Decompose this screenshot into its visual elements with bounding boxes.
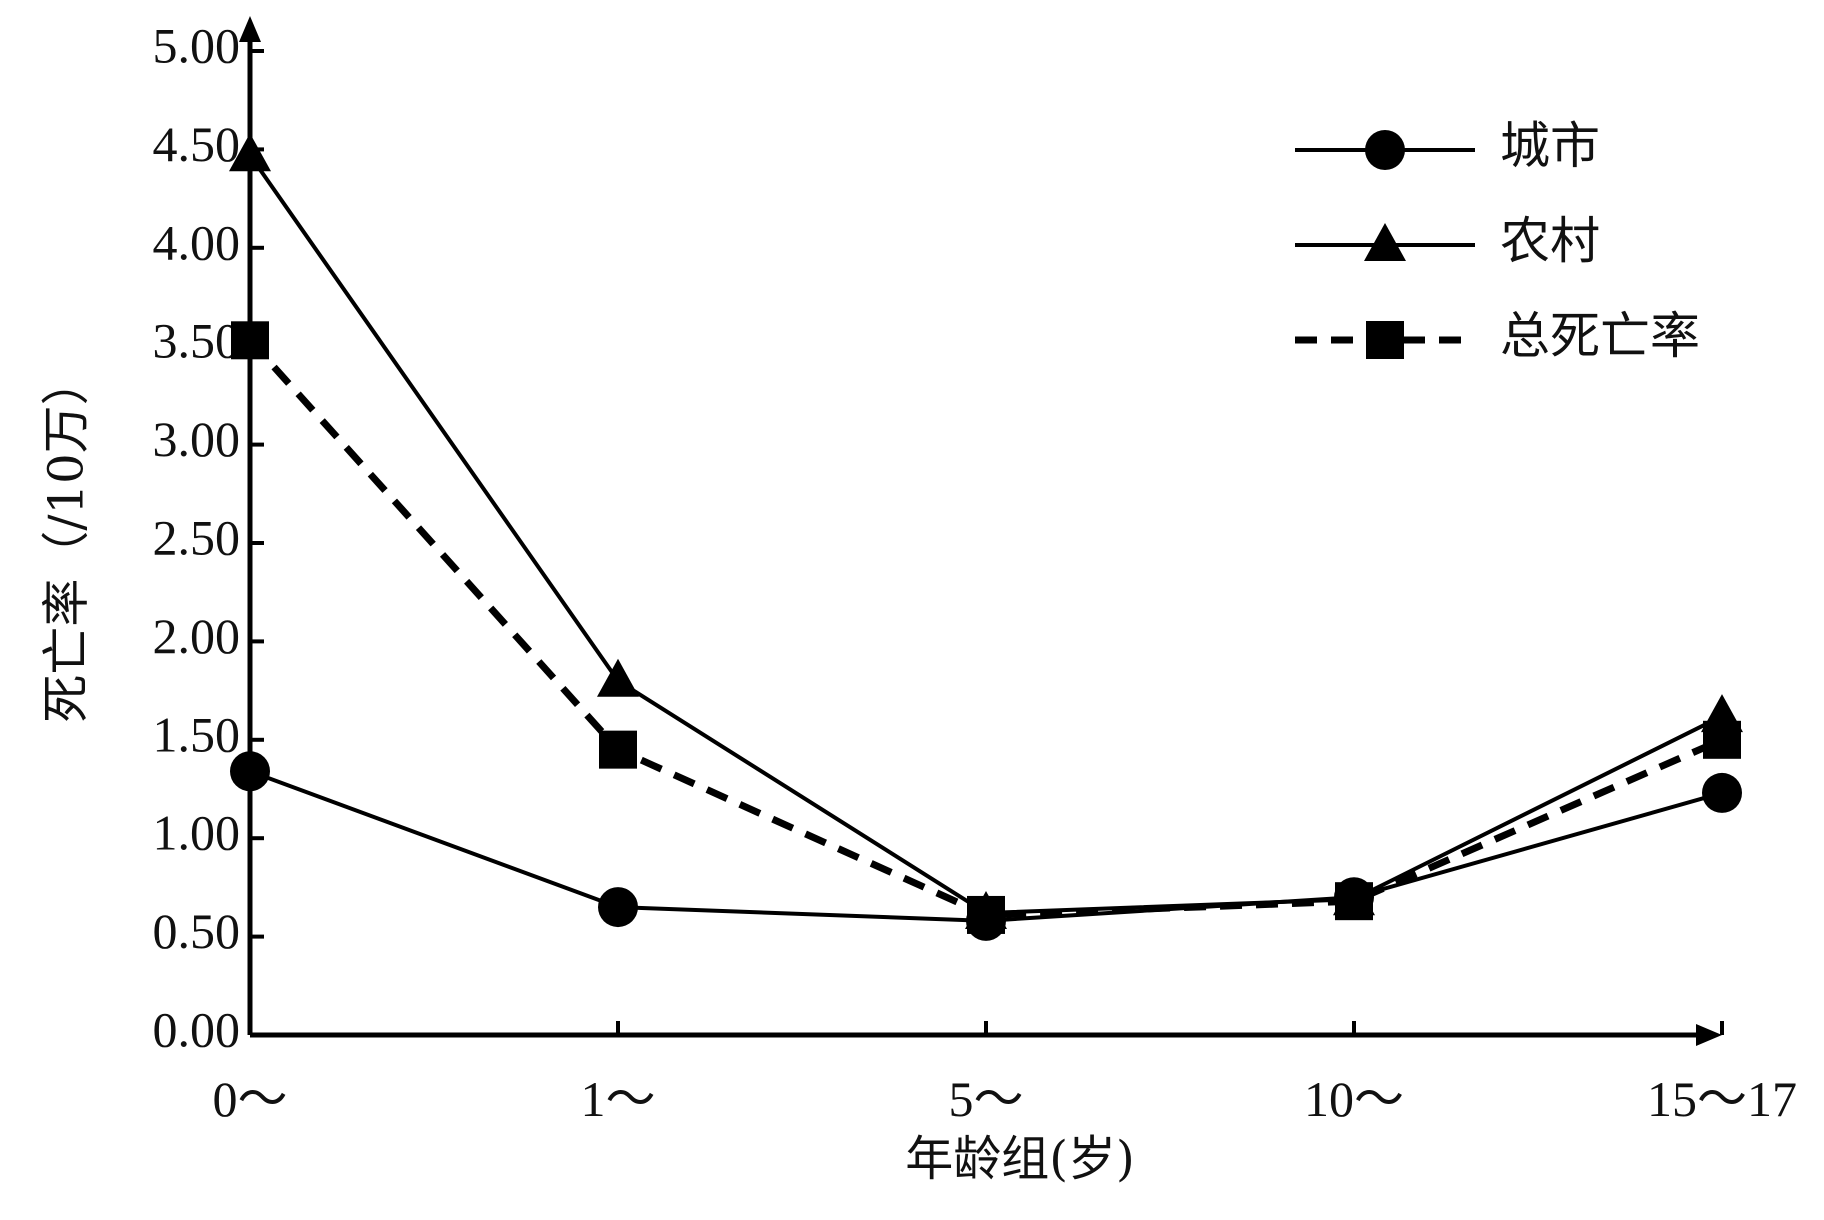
y-tick-label: 5.00 bbox=[153, 17, 241, 73]
x-axis-title: 年龄组(岁) bbox=[905, 1131, 1134, 1187]
data-point-square bbox=[967, 895, 1005, 934]
y-axis-title: 死亡率（/10万） bbox=[39, 357, 95, 722]
y-tick-label: 3.50 bbox=[153, 313, 241, 369]
legend-marker-circle bbox=[1365, 130, 1405, 170]
y-tick-label: 0.50 bbox=[153, 903, 241, 959]
y-tick-label: 4.00 bbox=[153, 214, 241, 270]
x-tick-label: 10～ bbox=[1304, 1071, 1404, 1127]
x-axis-arrow bbox=[1696, 1024, 1722, 1046]
legend-marker-square bbox=[1366, 321, 1404, 359]
y-ticks: 0.00 0.50 1.00 1.50 2.00 2.50 3.00 3.50 4.00 4.50… bbox=[153, 17, 264, 1057]
y-tick-label: 3.00 bbox=[153, 411, 241, 467]
data-point-square bbox=[1335, 882, 1373, 921]
data-point-triangle bbox=[229, 133, 271, 172]
legend-marker-triangle bbox=[1364, 223, 1406, 261]
series-line bbox=[247, 337, 1724, 919]
series-layer bbox=[229, 133, 1743, 941]
x-tick-label: 15～17 bbox=[1647, 1071, 1797, 1127]
legend-label: 总死亡率 bbox=[1500, 307, 1700, 365]
data-point-circle bbox=[598, 887, 638, 928]
data-point-triangle bbox=[597, 658, 639, 697]
data-point-square bbox=[1703, 720, 1741, 759]
y-tick-label: 2.50 bbox=[153, 509, 241, 565]
data-point-square bbox=[599, 730, 637, 769]
y-tick-label: 4.50 bbox=[153, 116, 241, 172]
y-axis-arrow bbox=[239, 16, 261, 42]
x-tick-label: 5～ bbox=[949, 1071, 1024, 1127]
y-tick-label: 1.00 bbox=[153, 805, 241, 861]
y-tick-label: 1.50 bbox=[153, 706, 241, 762]
y-tick-label: 2.00 bbox=[153, 608, 241, 664]
y-tick-label: 0.00 bbox=[153, 1001, 241, 1057]
x-tick-label: 1～ bbox=[581, 1071, 656, 1127]
axes bbox=[239, 16, 1722, 1046]
legend-label: 农村 bbox=[1500, 212, 1600, 270]
data-point-circle bbox=[230, 751, 270, 792]
data-point-circle bbox=[1702, 772, 1742, 813]
x-ticks: 0～ 1～ 5～ 10～ 15～17 bbox=[213, 1021, 1797, 1127]
series-square bbox=[231, 321, 1741, 934]
legend-label: 城市 bbox=[1500, 117, 1600, 175]
data-point-square bbox=[231, 321, 269, 360]
x-tick-label: 0～ bbox=[213, 1071, 288, 1127]
